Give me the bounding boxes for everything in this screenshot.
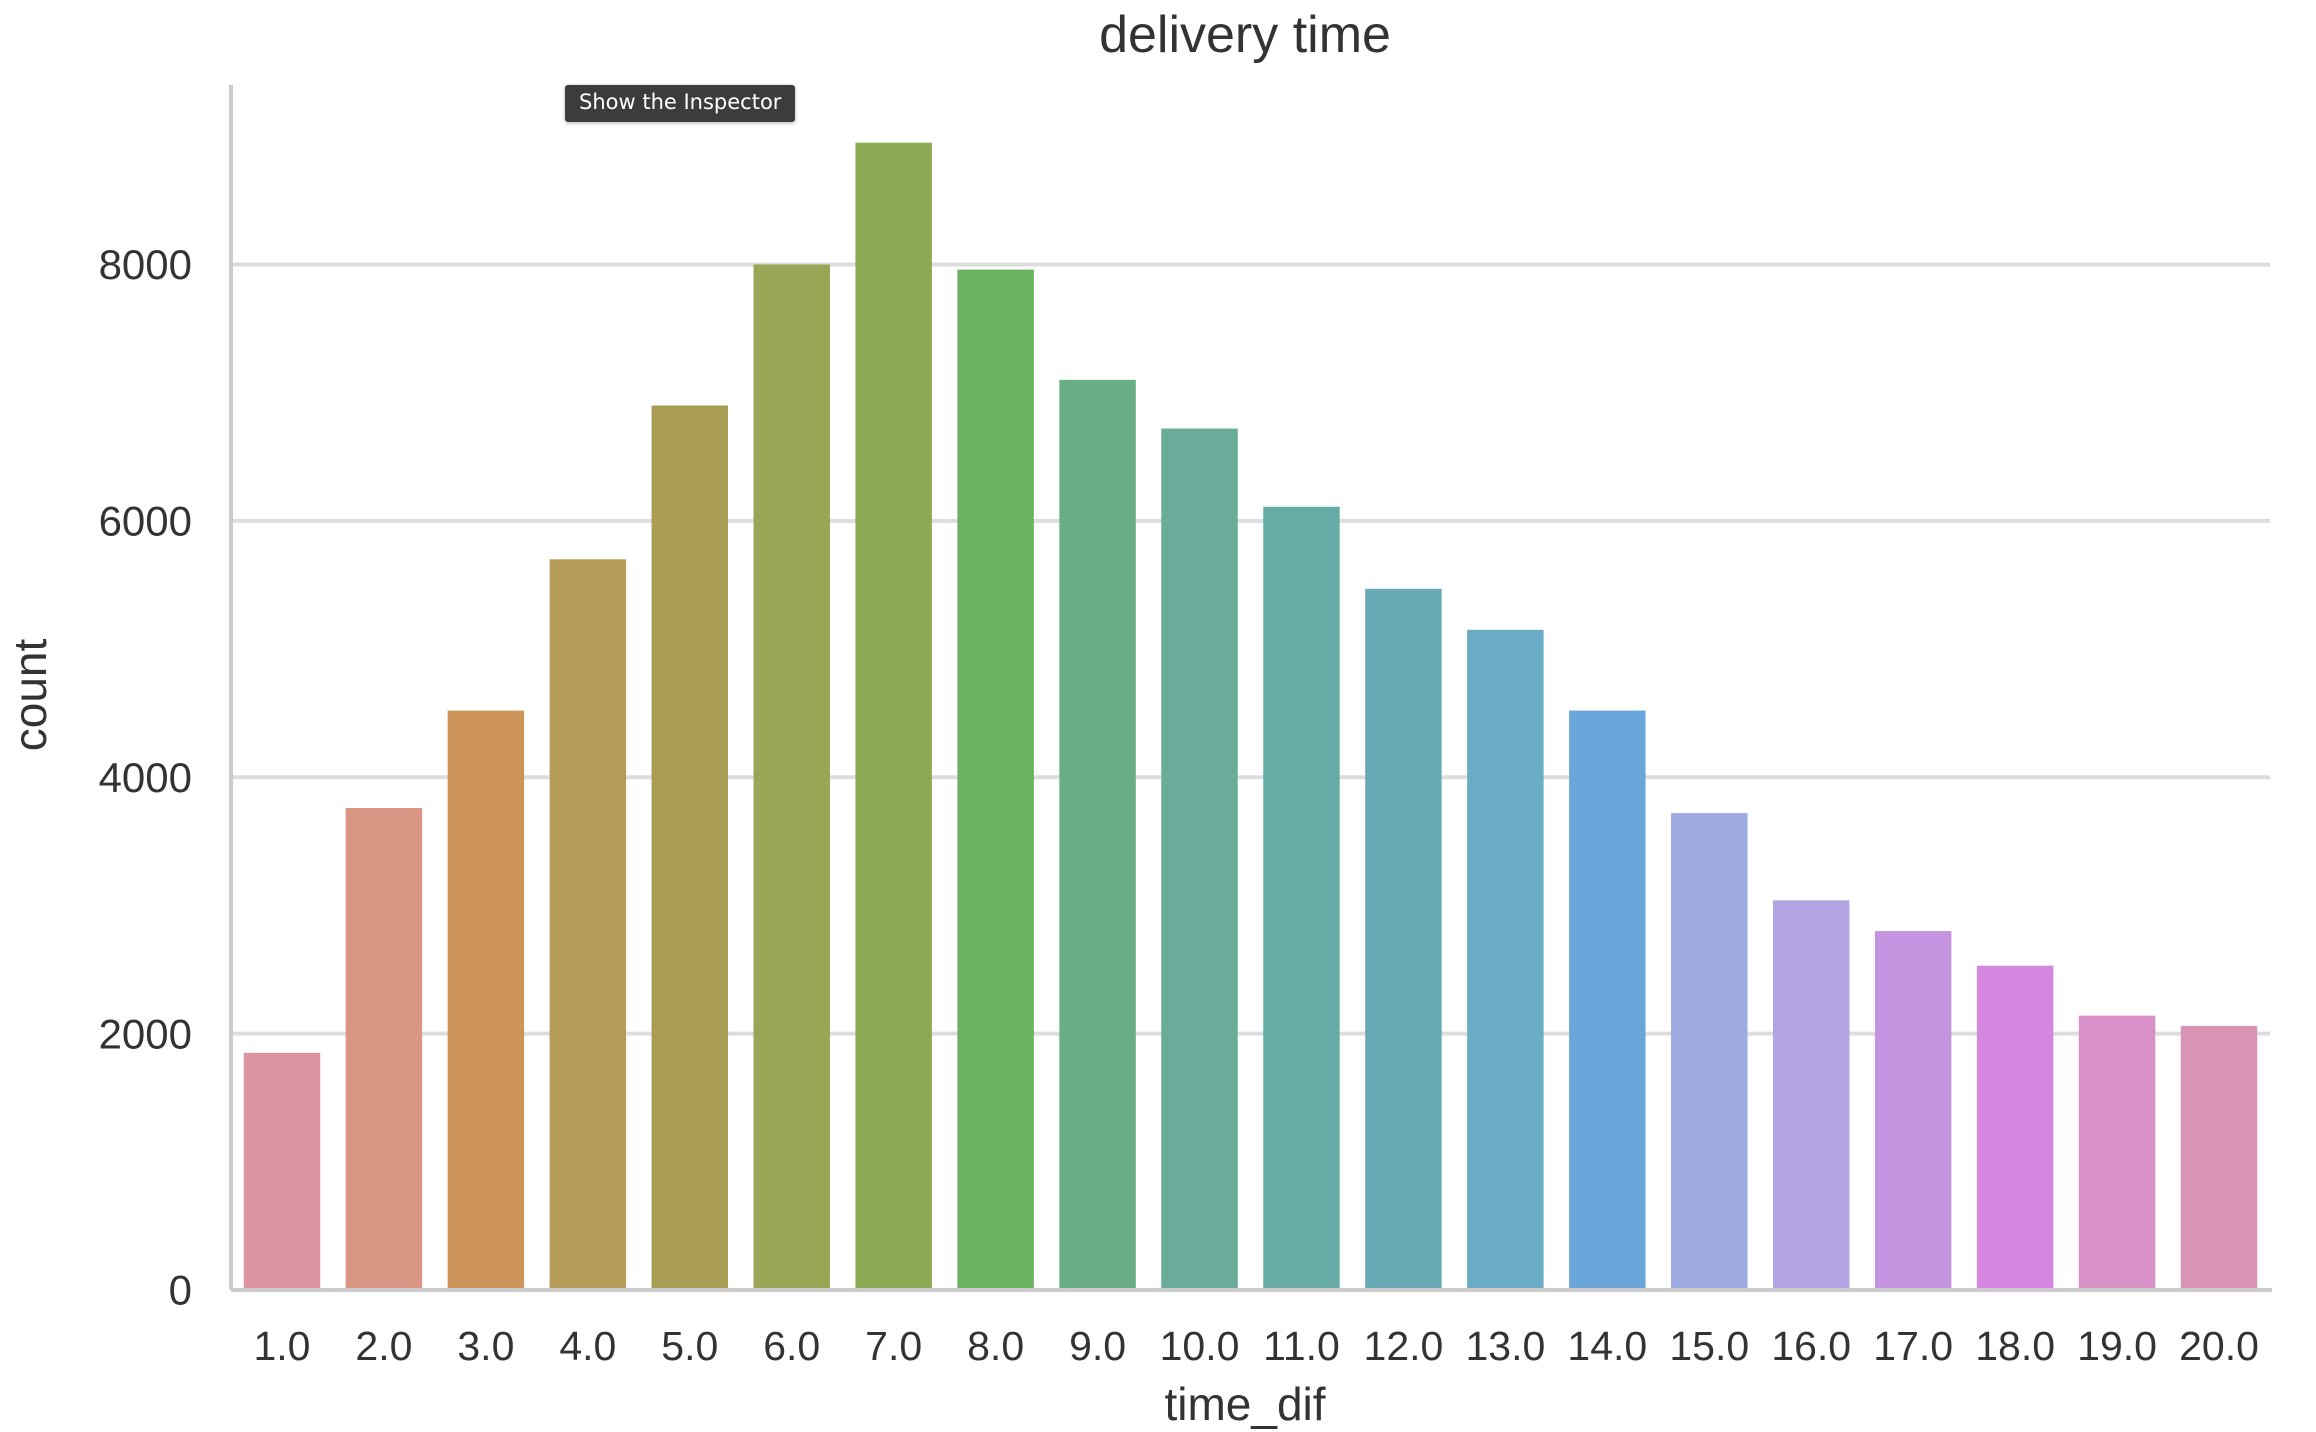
x-tick-label: 9.0 xyxy=(1069,1323,1126,1369)
bar-5.0 xyxy=(651,405,729,1290)
inspector-tooltip: Show the Inspector xyxy=(565,85,796,122)
y-tick-label: 4000 xyxy=(99,754,192,801)
x-axis-label: time_dif xyxy=(1164,1378,1325,1430)
x-tick-label: 14.0 xyxy=(1567,1323,1647,1369)
x-tick-label: 17.0 xyxy=(1873,1323,1953,1369)
x-tick-label: 16.0 xyxy=(1771,1323,1851,1369)
x-tick-label: 6.0 xyxy=(763,1323,820,1369)
bar-11.0 xyxy=(1263,506,1340,1290)
y-tick-label: 6000 xyxy=(99,498,192,545)
x-tick-label: 1.0 xyxy=(253,1323,310,1369)
x-tick-label: 3.0 xyxy=(457,1323,514,1369)
bar-1.0 xyxy=(243,1052,321,1290)
bar-15.0 xyxy=(1671,813,1748,1290)
x-tick-label: 7.0 xyxy=(865,1323,922,1369)
x-tick-labels: 1.0 2.0 3.0 4.0 5.0 6.0 7.0 8.0 9.0 10.0 11.0 12.0 1… xyxy=(253,1323,2258,1369)
y-tick-labels: 0 2000 4000 6000 8000 xyxy=(99,241,192,1314)
grid-lines xyxy=(231,262,2270,1036)
x-tick-label: 20.0 xyxy=(2179,1323,2259,1369)
y-tick-label: 0 xyxy=(169,1267,192,1314)
x-tick-label: 2.0 xyxy=(355,1323,412,1369)
x-tick-label: 15.0 xyxy=(1669,1323,1749,1369)
x-tick-label: 11.0 xyxy=(1263,1323,1340,1369)
bar-12.0 xyxy=(1365,588,1442,1290)
bar-19.0 xyxy=(2078,1015,2156,1290)
bar-6.0 xyxy=(753,264,830,1291)
chart-title: delivery time xyxy=(1099,6,1391,64)
bar-4.0 xyxy=(549,559,627,1290)
bar-7.0 xyxy=(855,142,932,1291)
bar-14.0 xyxy=(1569,710,1646,1290)
x-tick-label: 8.0 xyxy=(967,1323,1024,1369)
bar-2.0 xyxy=(345,808,423,1290)
bar-3.0 xyxy=(447,710,525,1290)
x-tick-label: 19.0 xyxy=(2077,1323,2157,1369)
x-tick-label: 5.0 xyxy=(661,1323,718,1369)
bar-13.0 xyxy=(1467,629,1544,1290)
x-tick-label: 18.0 xyxy=(1975,1323,2055,1369)
bar-8.0 xyxy=(957,269,1034,1291)
y-tick-label: 8000 xyxy=(99,241,192,288)
x-tick-label: 10.0 xyxy=(1160,1323,1240,1369)
bar-16.0 xyxy=(1772,900,1850,1290)
x-tick-label: 12.0 xyxy=(1364,1323,1444,1369)
y-axis-label: count xyxy=(4,639,56,752)
bar-18.0 xyxy=(1976,965,2054,1290)
x-tick-label: 4.0 xyxy=(559,1323,616,1369)
bar-20.0 xyxy=(2180,1025,2258,1290)
y-tick-label: 2000 xyxy=(99,1010,192,1057)
bar-17.0 xyxy=(1874,931,1952,1290)
x-tick-label: 13.0 xyxy=(1465,1323,1545,1369)
bar-10.0 xyxy=(1161,428,1238,1290)
bars xyxy=(243,142,2258,1291)
bar-9.0 xyxy=(1059,379,1136,1290)
